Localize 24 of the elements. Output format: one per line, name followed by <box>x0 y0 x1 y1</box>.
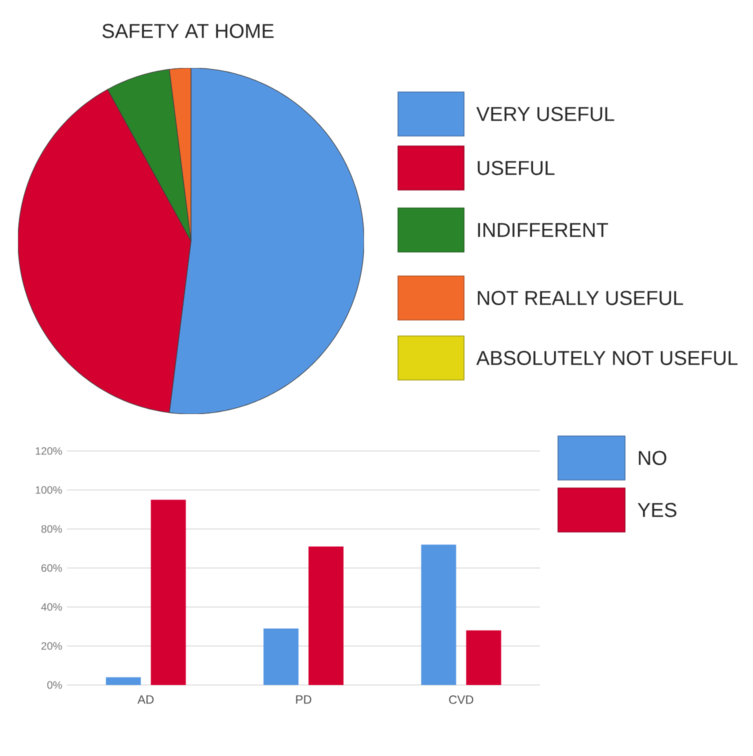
y-tick-label: 40% <box>41 603 62 611</box>
y-tick-label: 100% <box>36 486 62 494</box>
bar <box>106 677 141 685</box>
legend-label: NOT REALLY USEFUL <box>478 290 684 306</box>
x-tick-label: PD <box>296 695 312 704</box>
legend-label: VERY USEFUL <box>476 106 614 122</box>
bar <box>150 500 186 685</box>
x-tick-label: CVD <box>449 695 474 704</box>
legend-label: INDIFFERENT <box>478 223 608 237</box>
y-tick-label: 20% <box>41 642 62 650</box>
y-tick-label: 120% <box>36 447 62 455</box>
legend-label: YES <box>638 502 676 518</box>
legend-label: USEFUL <box>478 160 555 176</box>
x-tick-label: AD <box>138 695 154 704</box>
chart-title: SAFETY AT HOME <box>102 24 274 38</box>
bar <box>466 630 502 685</box>
legend-label: NO <box>638 450 666 466</box>
bar <box>421 544 456 685</box>
bar <box>264 628 298 685</box>
legend-label: ABSOLUTELY NOT USEFUL <box>476 350 738 366</box>
y-tick-label: 0% <box>47 681 62 689</box>
y-tick-label: 80% <box>41 525 62 533</box>
y-tick-label: 60% <box>41 564 62 572</box>
bar <box>308 546 344 685</box>
